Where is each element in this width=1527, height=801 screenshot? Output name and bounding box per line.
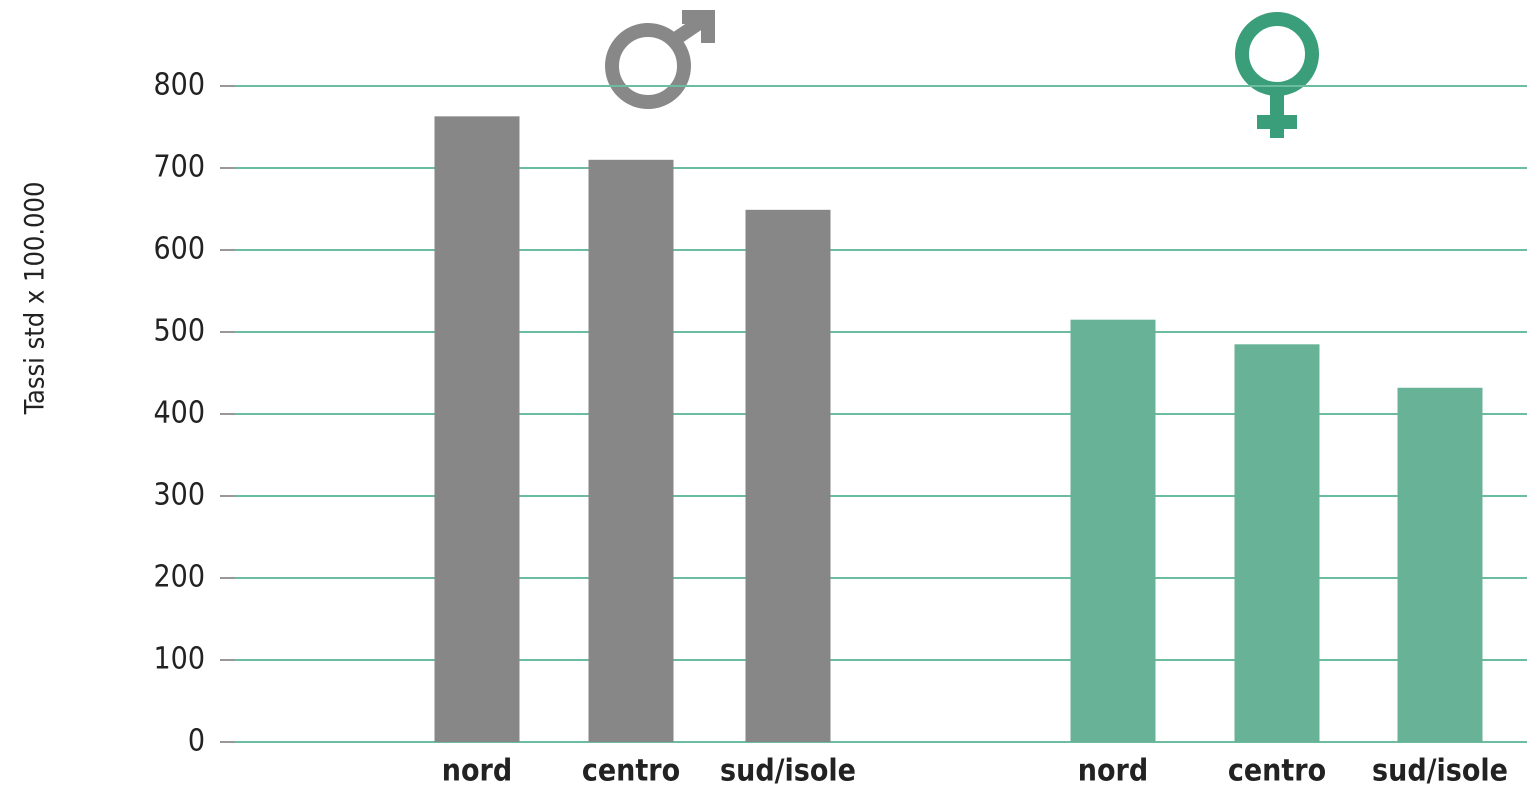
y-tick-label: 400 (153, 396, 205, 431)
bar (1234, 344, 1320, 742)
bar (434, 116, 520, 743)
male-symbol (605, 10, 715, 109)
x-tick-label: sud/isole (1372, 754, 1508, 789)
y-tick-label: 300 (153, 478, 205, 513)
y-tick-label: 100 (153, 642, 205, 677)
y-axis-label: Tassi std x 100.000 (20, 182, 51, 416)
y-tick-label: 800 (153, 68, 205, 103)
bar (1397, 387, 1483, 742)
bar (1070, 319, 1156, 742)
bar (745, 209, 831, 742)
x-tick-label: nord (1078, 754, 1148, 789)
bar (588, 159, 674, 743)
female-symbol (1235, 12, 1319, 138)
y-tick-label: 700 (153, 150, 205, 185)
x-tick-label: centro (1228, 754, 1326, 789)
y-tick-label: 600 (153, 232, 205, 267)
x-tick-label: sud/isole (720, 754, 856, 789)
y-tick-label: 500 (153, 314, 205, 349)
y-tick-label: 200 (153, 560, 205, 595)
x-tick-label: centro (582, 754, 680, 789)
x-tick-label: nord (442, 754, 512, 789)
y-tick-label: 0 (188, 724, 205, 759)
